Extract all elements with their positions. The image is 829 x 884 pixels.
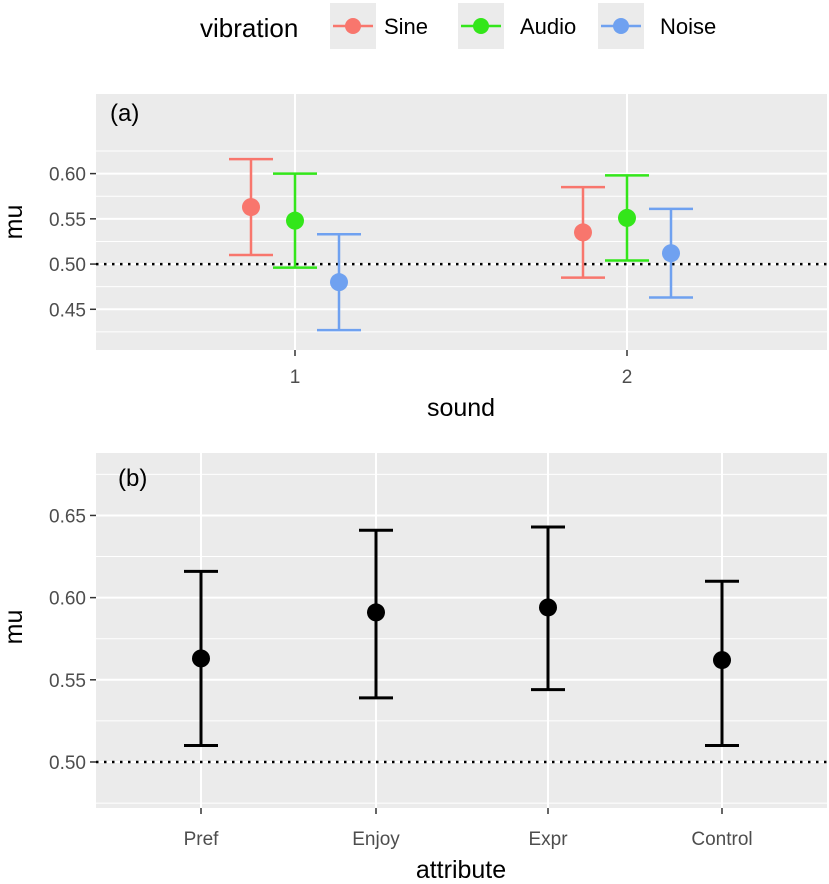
legend-key-dot xyxy=(473,18,489,34)
y-axis-title: mu xyxy=(0,610,28,645)
legend-key-dot xyxy=(613,18,629,34)
legend-title: vibration xyxy=(200,13,298,43)
data-point xyxy=(330,273,348,292)
panel-a: mu sound 0.45 0.50 0.55 0.60 1 2 (a) xyxy=(0,94,827,422)
data-point xyxy=(539,598,557,617)
x-tick-label: Enjoy xyxy=(352,829,400,850)
data-point xyxy=(367,603,385,622)
data-point xyxy=(713,651,731,670)
y-axis-title: mu xyxy=(0,205,28,240)
legend-key-audio xyxy=(458,3,504,49)
x-tick-label: 1 xyxy=(290,367,301,388)
legend-label-sine: Sine xyxy=(384,14,428,39)
data-point xyxy=(574,223,592,242)
y-tick-label: 0.60 xyxy=(49,589,86,610)
legend: vibration Sine Audio Noise xyxy=(200,3,716,49)
x-tick-label: Pref xyxy=(184,829,220,850)
legend-key-noise xyxy=(598,3,644,49)
data-point xyxy=(662,244,680,263)
data-point xyxy=(618,208,636,227)
plot-background xyxy=(96,453,827,808)
y-tick-label: 0.55 xyxy=(49,671,86,692)
data-point xyxy=(242,198,260,217)
y-tick-label: 0.55 xyxy=(49,210,86,231)
y-tick-label: 0.50 xyxy=(49,753,86,774)
x-tick-label: 2 xyxy=(622,367,633,388)
x-axis-title: attribute xyxy=(416,856,506,884)
y-tick-label: 0.65 xyxy=(49,506,86,527)
y-tick-label: 0.45 xyxy=(49,300,86,321)
panel-b: mu attribute 0.50 0.55 0.60 0.65 Pref Enjoy Ex… xyxy=(0,453,827,884)
panel-label: (a) xyxy=(110,100,139,127)
legend-label-audio: Audio xyxy=(520,14,576,39)
plot-background xyxy=(96,94,827,350)
x-tick-label: Control xyxy=(691,829,752,850)
y-tick-label: 0.50 xyxy=(49,255,86,276)
legend-label-noise: Noise xyxy=(660,14,716,39)
data-point xyxy=(192,649,210,668)
panel-label: (b) xyxy=(118,465,147,492)
legend-key-dot xyxy=(345,18,361,34)
x-tick-label: Expr xyxy=(528,829,568,850)
y-tick-label: 0.60 xyxy=(49,165,86,186)
data-point xyxy=(286,211,304,230)
legend-key-sine xyxy=(330,3,376,49)
x-axis-title: sound xyxy=(427,394,495,422)
